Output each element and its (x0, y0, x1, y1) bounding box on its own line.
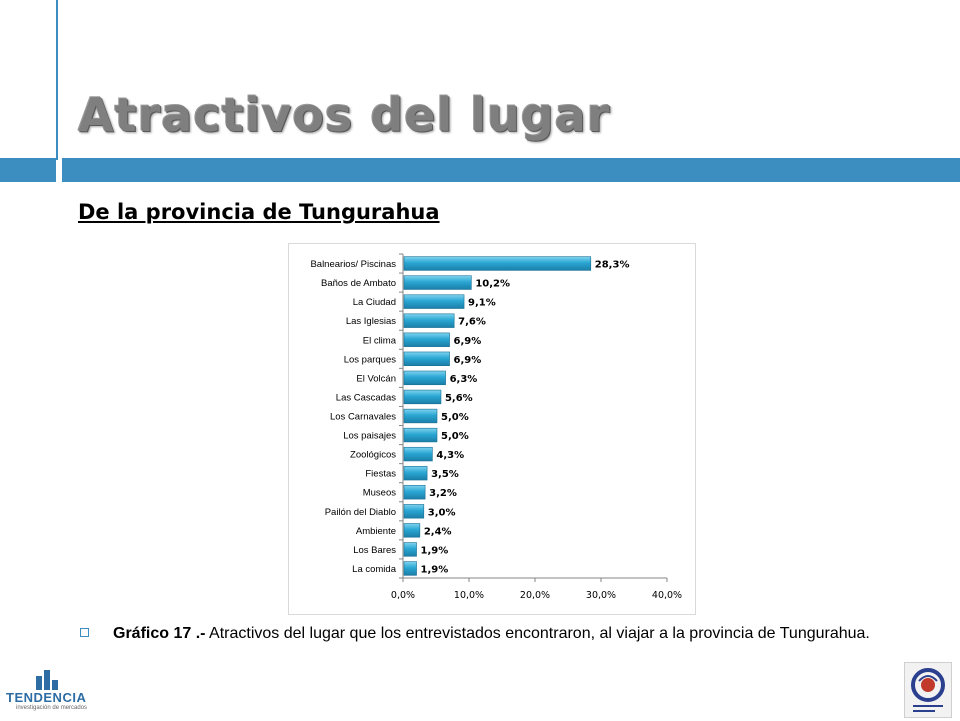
data-label: 6,3% (450, 374, 478, 385)
tendencia-logo: TENDENCIA investigación de mercados (6, 668, 88, 718)
accent-band-left (0, 158, 56, 182)
slide-subtitle: De la provincia de Tungurahua (78, 200, 440, 224)
data-label: 4,3% (436, 450, 464, 461)
data-bar (403, 446, 433, 462)
logo-building-icon (52, 680, 58, 690)
accent-vertical-line (56, 0, 58, 160)
data-label: 3,0% (428, 507, 456, 518)
category-label: Las Cascadas (336, 392, 396, 403)
caption-text: Atractivos del lugar que los entrevistad… (205, 625, 870, 642)
data-label: 6,9% (454, 355, 482, 366)
data-label: 5,0% (441, 412, 469, 423)
data-bar (403, 485, 426, 500)
data-bar (403, 408, 438, 424)
category-label: Los Carnavales (330, 412, 396, 423)
category-label: Pailón del Diablo (325, 507, 396, 518)
data-bar (403, 332, 450, 347)
category-label: Baños de Ambato (321, 278, 396, 289)
caption-bullet-icon (80, 628, 89, 637)
logo-brand-text: TENDENCIA (6, 690, 87, 705)
data-bar (403, 466, 428, 481)
category-label: El Volcán (356, 373, 396, 384)
data-label: 2,4% (424, 526, 452, 537)
category-label: Los Bares (353, 545, 396, 556)
data-bar (403, 275, 472, 290)
data-label: 7,6% (458, 317, 486, 328)
logo-tagline: investigación de mercados (16, 705, 88, 711)
data-bar (403, 389, 442, 405)
data-bar (403, 313, 455, 328)
caption-label: Gráfico 17 .- (113, 625, 206, 642)
data-label: 28,3% (595, 260, 630, 271)
data-label: 5,0% (441, 431, 469, 442)
category-label: Zoológicos (350, 450, 396, 461)
data-bar (403, 542, 417, 557)
data-label: 3,5% (431, 469, 459, 480)
data-bar (403, 351, 450, 366)
data-label: 9,1% (468, 298, 496, 309)
data-bar (403, 370, 446, 386)
data-label: 1,9% (421, 545, 449, 556)
category-label: Ambiente (356, 526, 396, 537)
category-label: El clima (363, 335, 397, 346)
logo-building-icon (36, 676, 42, 690)
bar-chart: Balnearios/ Piscinas 28,3% Baños de Ambato… (288, 243, 696, 615)
category-label: Los parques (344, 354, 397, 365)
data-bar (403, 561, 417, 576)
accent-band-right (62, 158, 960, 182)
category-label: Los paisajes (343, 431, 396, 442)
data-bar (403, 427, 438, 443)
data-bar (403, 256, 592, 271)
x-tick-label: 40,0% (652, 590, 682, 601)
data-bar (403, 504, 425, 519)
data-bar (403, 294, 465, 309)
logo-building-icon (44, 670, 50, 690)
data-label: 5,6% (445, 393, 473, 404)
category-label: La comida (352, 564, 397, 575)
x-tick-label: 0,0% (391, 590, 415, 601)
data-label: 1,9% (421, 564, 449, 575)
tourism-logo-icon (911, 668, 945, 712)
x-tick-label: 20,0% (520, 590, 550, 601)
data-bar (403, 523, 421, 538)
x-tick-label: 30,0% (586, 590, 616, 601)
category-label: Las Iglesias (346, 316, 396, 327)
category-label: Fiestas (365, 469, 396, 480)
bar-chart-svg: Balnearios/ Piscinas 28,3% Baños de Ambato… (310, 253, 682, 601)
slide-title: Atractivos del lugar (78, 88, 611, 142)
data-label: 3,2% (429, 488, 457, 499)
tourism-logo (904, 662, 952, 718)
x-tick-label: 10,0% (454, 590, 484, 601)
chart-caption: Gráfico 17 .- Atractivos del lugar que l… (113, 622, 913, 645)
category-label: Balnearios/ Piscinas (310, 259, 396, 270)
data-label: 6,9% (454, 336, 482, 347)
category-label: Museos (363, 488, 397, 499)
data-label: 10,2% (475, 279, 510, 290)
category-label: La Ciudad (353, 297, 396, 308)
